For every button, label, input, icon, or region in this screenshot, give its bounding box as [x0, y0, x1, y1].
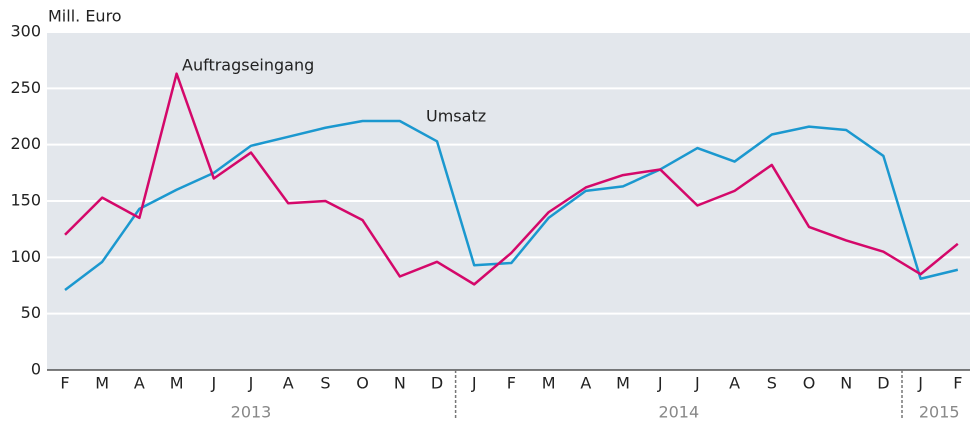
x-tick-label: J [657, 374, 663, 393]
x-tick-label: D [877, 374, 889, 393]
x-tick-label: N [394, 374, 406, 393]
x-tick-label: O [803, 374, 816, 393]
y-tick-label: 0 [31, 360, 41, 379]
x-tick-label: J [210, 374, 216, 393]
x-tick-label: S [767, 374, 777, 393]
year-label: 2015 [919, 403, 960, 422]
x-tick-label: J [917, 374, 923, 393]
year-label: 2014 [658, 403, 699, 422]
y-tick-label: 100 [10, 247, 41, 266]
line [64, 72, 959, 286]
x-tick-label: A [283, 374, 294, 393]
y-tick-label: 250 [10, 78, 41, 97]
series-label: Umsatz [426, 107, 486, 126]
x-tick-label: N [840, 374, 852, 393]
line [64, 119, 959, 292]
x-tick-label: D [431, 374, 443, 393]
x-tick-label: F [507, 374, 516, 393]
x-tick-label: M [170, 374, 184, 393]
year-label: 2013 [231, 403, 272, 422]
x-tick-label: F [953, 374, 962, 393]
y-axis-label: Mill. Euro [48, 7, 122, 26]
x-tick-label: M [542, 374, 556, 393]
x-tick-label: J [248, 374, 254, 393]
x-tick-label: J [694, 374, 700, 393]
series-label: Auftragseingang [182, 56, 314, 75]
x-tick-label: F [60, 374, 69, 393]
y-tick-label: 300 [10, 22, 41, 41]
x-tick-label: M [616, 374, 630, 393]
x-tick-label: J [471, 374, 477, 393]
x-tick-label: O [356, 374, 369, 393]
y-tick-label: 200 [10, 134, 41, 153]
x-tick-label: A [580, 374, 591, 393]
y-tick-label: 150 [10, 191, 41, 210]
x-tick-label: A [729, 374, 740, 393]
x-tick-label: A [134, 374, 145, 393]
x-tick-label: S [320, 374, 330, 393]
y-tick-label: 50 [21, 303, 41, 322]
x-tick-label: M [95, 374, 109, 393]
